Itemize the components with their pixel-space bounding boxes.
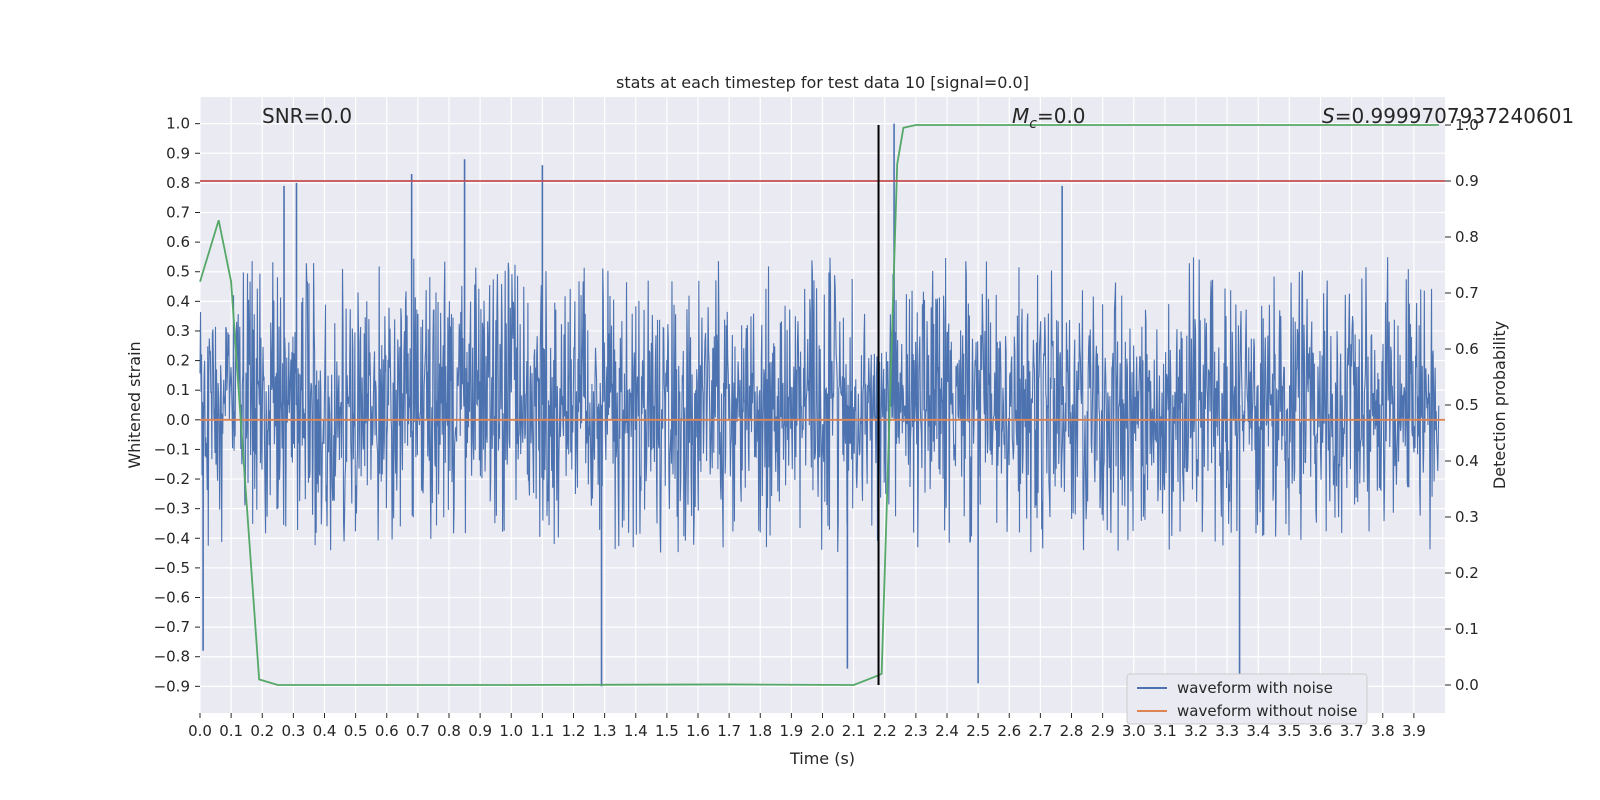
x-tick-label: 1.4 [624,722,648,740]
y-tick-label: 0.6 [166,233,190,251]
x-tick-label: 0.5 [344,722,368,740]
chart-title: stats at each timestep for test data 10 … [616,73,1029,92]
y-tick-label: 0.9 [166,144,190,162]
x-tick-label: 2.6 [997,722,1021,740]
y-tick-label: 0.4 [166,292,190,310]
y-tick-label: 0.5 [166,263,190,281]
y2-tick-label: 0.9 [1455,172,1479,190]
x-tick-label: 3.5 [1277,722,1301,740]
x-tick-label: 0.7 [406,722,430,740]
x-tick-label: 0.9 [468,722,492,740]
x-tick-label: 1.0 [499,722,523,740]
legend-box [1126,673,1368,725]
x-tick-label: 3.6 [1309,722,1333,740]
x-tick-label: 0.3 [281,722,305,740]
y-axis-label: Whitened strain [125,341,144,468]
annotation-snr: SNR=0.0 [262,104,352,128]
y-tick-label: −0.9 [154,677,190,695]
s-symbol: S [1322,104,1335,128]
series-lines [199,124,1445,686]
x-tick-label: 2.3 [904,722,928,740]
mc-value: =0.0 [1037,104,1086,128]
y-tick-label: 0.8 [166,174,190,192]
x-tick-label: 2.8 [1060,722,1084,740]
x-tick-label: 3.3 [1215,722,1239,740]
legend-label-waveform-without-noise: waveform without noise [1177,702,1357,720]
mc-subscript: c [1029,116,1037,132]
x-tick-label: 0.2 [250,722,274,740]
x-tick-label: 1.2 [562,722,586,740]
y-tick-label: −0.3 [154,500,190,518]
y-tick-label: −0.4 [154,529,190,547]
y2-tick-label: 0.7 [1455,284,1479,302]
x-tick-label: 3.7 [1340,722,1364,740]
y2-tick-label: 1.0 [1455,116,1479,134]
annotation-chirp-mass: Mc=0.0 [1012,104,1086,132]
y2-tick-label: 0.0 [1455,676,1479,694]
y-tick-label: 0.3 [166,322,190,340]
x-tick-label: 3.0 [1122,722,1146,740]
y2-tick-label: 0.6 [1455,340,1479,358]
x-tick-label: 1.5 [655,722,679,740]
x-tick-label: 1.3 [593,722,617,740]
x-tick-label: 1.9 [779,722,803,740]
y-tick-label: −0.2 [154,470,190,488]
x-tick-label: 0.1 [219,722,243,740]
series-detection-probability [199,124,1439,686]
y-tick-label: −0.7 [154,618,190,636]
y-tick-label: −0.5 [154,559,190,577]
x-tick-label: 0.4 [313,722,337,740]
x-tick-label: 2.1 [842,722,866,740]
series-waveform-with-noise [199,123,1440,687]
y2-tick-label: 0.4 [1455,452,1479,470]
x-tick-label: 2.4 [935,722,959,740]
x-tick-label: 3.2 [1184,722,1208,740]
x-tick-label: 1.7 [717,722,741,740]
y-tick-label: 1.0 [166,115,190,133]
y-tick-label: −0.1 [154,440,190,458]
x-tick-label: 1.8 [748,722,772,740]
x-tick-label: 3.9 [1402,722,1426,740]
legend: waveform with noise waveform without noi… [1126,673,1368,725]
y2-axis-label: Detection probability [1490,321,1509,489]
annotation-score: S=0.9999707937240601 [1322,104,1574,128]
y-tick-label: 0.0 [166,411,190,429]
x-tick-label: 0.0 [188,722,212,740]
x-tick-label: 3.8 [1371,722,1395,740]
y-tick-label: −0.8 [154,648,190,666]
y2-tick-label: 0.8 [1455,228,1479,246]
x-tick-label: 2.2 [873,722,897,740]
x-tick-label: 0.8 [437,722,461,740]
legend-label-waveform-with-noise: waveform with noise [1177,679,1333,697]
y-tick-label: 0.2 [166,352,190,370]
x-tick-label: 2.5 [966,722,990,740]
y2-tick-label: 0.3 [1455,508,1479,526]
y-tick-label: 0.1 [166,381,190,399]
s-value: =0.9999707937240601 [1335,104,1574,128]
x-tick-label: 2.7 [1028,722,1052,740]
x-tick-label: 1.6 [686,722,710,740]
x-axis-label: Time (s) [789,749,855,768]
axis-ticks: 0.0 0.1 0.2 0.3 0.4 0.5 0.6 0.7 0.8 0.9 1.0 1.1 1.2 1… [154,115,1479,740]
waveform-with-noise-line [199,257,1440,553]
mc-symbol: M [1012,104,1029,128]
y2-tick-label: 0.2 [1455,564,1479,582]
x-tick-label: 3.1 [1153,722,1177,740]
x-tick-label: 2.9 [1091,722,1115,740]
x-tick-label: 0.6 [375,722,399,740]
x-tick-label: 1.1 [530,722,554,740]
y-tick-label: −0.6 [154,589,190,607]
y-tick-label: 0.7 [166,204,190,222]
y2-tick-label: 0.5 [1455,396,1479,414]
y2-tick-label: 0.1 [1455,620,1479,638]
x-tick-label: 3.4 [1246,722,1270,740]
x-tick-label: 2.0 [811,722,835,740]
